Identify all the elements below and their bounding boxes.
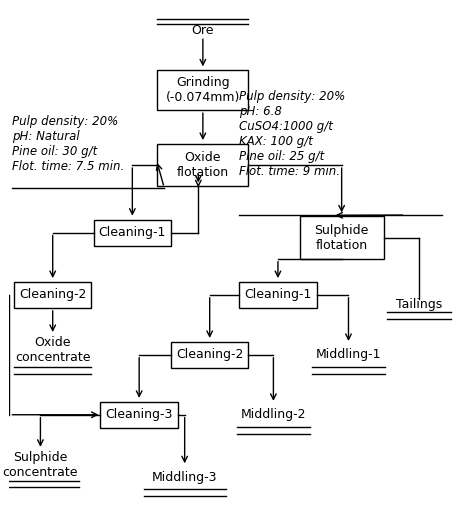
Text: Oxide
flotation: Oxide flotation xyxy=(177,151,229,179)
Text: Oxide
concentrate: Oxide concentrate xyxy=(15,336,91,364)
Text: Cleaning-3: Cleaning-3 xyxy=(106,408,173,421)
Text: Tailings: Tailings xyxy=(396,298,442,311)
Text: Ore: Ore xyxy=(191,24,214,37)
Text: Cleaning-2: Cleaning-2 xyxy=(19,289,86,302)
Bar xyxy=(239,282,317,308)
Text: Sulphide
concentrate: Sulphide concentrate xyxy=(3,451,78,479)
Bar xyxy=(14,282,91,308)
Text: Cleaning-1: Cleaning-1 xyxy=(244,289,311,302)
Text: Sulphide
flotation: Sulphide flotation xyxy=(314,224,369,252)
Bar xyxy=(157,70,248,110)
Text: Pulp density: 20%
pH: Natural
Pine oil: 30 g/t
Flot. time: 7.5 min.: Pulp density: 20% pH: Natural Pine oil: … xyxy=(12,115,124,173)
Text: Cleaning-2: Cleaning-2 xyxy=(176,348,243,361)
Text: Middling-2: Middling-2 xyxy=(241,408,306,421)
Bar xyxy=(157,144,248,186)
Bar xyxy=(100,402,178,428)
Text: Middling-3: Middling-3 xyxy=(152,471,218,484)
Text: Cleaning-1: Cleaning-1 xyxy=(99,226,166,239)
Text: Pulp density: 20%
pH: 6.8
CuSO4:1000 g/t
KAX: 100 g/t
Pine oil: 25 g/t
Flot. tim: Pulp density: 20% pH: 6.8 CuSO4:1000 g/t… xyxy=(239,90,346,178)
Bar xyxy=(94,219,171,245)
Bar xyxy=(171,342,248,368)
Text: Grinding
(-0.074mm): Grinding (-0.074mm) xyxy=(166,76,240,105)
Bar xyxy=(300,216,384,259)
Text: Middling-1: Middling-1 xyxy=(316,348,381,361)
